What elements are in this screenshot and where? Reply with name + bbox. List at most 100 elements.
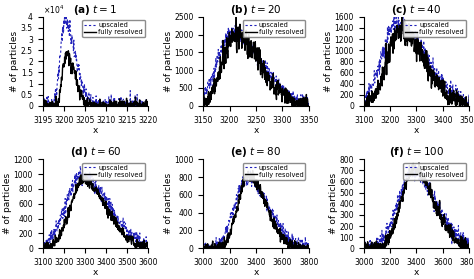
upscaled [306, 101, 311, 105]
upscaled [277, 82, 283, 85]
fully resolved [146, 104, 151, 107]
Y-axis label: # of particles: # of particles [10, 31, 19, 92]
fully resolved [395, 28, 401, 31]
fully resolved [416, 161, 422, 165]
upscaled [74, 175, 80, 178]
upscaled [403, 24, 409, 27]
fully resolved [361, 104, 366, 107]
Legend: upscaled, fully resolved: upscaled, fully resolved [82, 20, 145, 37]
Text: $\times10^4$: $\times10^4$ [43, 3, 64, 16]
fully resolved [277, 91, 283, 94]
upscaled [213, 56, 219, 59]
fully resolved [438, 87, 443, 90]
fully resolved [235, 25, 241, 29]
fully resolved [117, 97, 122, 100]
fully resolved [428, 182, 433, 185]
upscaled [41, 104, 46, 107]
upscaled [77, 164, 83, 168]
fully resolved [306, 104, 311, 107]
fully resolved [146, 245, 151, 248]
upscaled [428, 193, 433, 197]
X-axis label: x: x [253, 268, 259, 277]
upscaled [395, 18, 401, 21]
upscaled [213, 236, 219, 239]
upscaled [242, 177, 248, 180]
Line: fully resolved: fully resolved [203, 170, 309, 248]
upscaled [107, 104, 112, 107]
fully resolved [74, 185, 80, 188]
fully resolved [466, 96, 472, 99]
fully resolved [277, 83, 283, 86]
upscaled [82, 91, 88, 95]
fully resolved [107, 103, 112, 106]
fully resolved [250, 169, 255, 172]
Y-axis label: # of particles: # of particles [164, 31, 173, 92]
fully resolved [428, 64, 433, 68]
upscaled [361, 244, 366, 247]
upscaled [146, 103, 151, 107]
upscaled [278, 229, 283, 233]
fully resolved [53, 234, 58, 237]
Title: $\mathbf{(f)}$ $t=100$: $\mathbf{(f)}$ $t=100$ [389, 145, 444, 159]
Legend: upscaled, fully resolved: upscaled, fully resolved [243, 163, 305, 180]
fully resolved [438, 218, 444, 221]
fully resolved [82, 179, 88, 182]
upscaled [361, 247, 367, 250]
upscaled [75, 66, 81, 70]
upscaled [438, 210, 444, 213]
X-axis label: x: x [253, 126, 259, 135]
upscaled [201, 247, 206, 250]
upscaled [82, 174, 88, 178]
fully resolved [402, 186, 408, 189]
fully resolved [74, 78, 80, 82]
fully resolved [78, 173, 84, 177]
fully resolved [466, 241, 472, 245]
Title: $\mathbf{(a)}$ $t=1$: $\mathbf{(a)}$ $t=1$ [73, 3, 118, 17]
fully resolved [201, 247, 207, 250]
upscaled [235, 197, 241, 200]
upscaled [235, 37, 241, 40]
upscaled [395, 194, 401, 198]
upscaled [466, 235, 472, 239]
upscaled [247, 168, 253, 172]
upscaled [201, 246, 206, 249]
fully resolved [306, 247, 311, 250]
fully resolved [65, 49, 71, 52]
fully resolved [213, 83, 219, 87]
Line: upscaled: upscaled [203, 26, 309, 106]
Legend: upscaled, fully resolved: upscaled, fully resolved [82, 163, 145, 180]
Y-axis label: # of particles: # of particles [3, 173, 12, 234]
Line: upscaled: upscaled [43, 9, 148, 106]
fully resolved [201, 104, 206, 107]
Legend: upscaled, fully resolved: upscaled, fully resolved [243, 20, 305, 37]
Line: fully resolved: fully resolved [43, 51, 148, 106]
upscaled [117, 226, 122, 229]
fully resolved [213, 247, 219, 250]
fully resolved [278, 240, 283, 244]
upscaled [403, 184, 409, 187]
fully resolved [374, 239, 379, 243]
Title: $\mathbf{(c)}$ $t=40$: $\mathbf{(c)}$ $t=40$ [392, 3, 442, 17]
upscaled [277, 223, 283, 227]
fully resolved [117, 229, 122, 232]
upscaled [117, 104, 122, 107]
Line: fully resolved: fully resolved [364, 163, 469, 248]
upscaled [428, 65, 433, 69]
upscaled [53, 228, 58, 231]
upscaled [107, 197, 112, 200]
upscaled [461, 104, 466, 107]
upscaled [242, 38, 248, 42]
upscaled [117, 100, 123, 104]
upscaled [41, 247, 46, 250]
fully resolved [403, 22, 409, 25]
fully resolved [235, 209, 241, 212]
upscaled [466, 104, 472, 107]
upscaled [361, 95, 366, 98]
Legend: upscaled, fully resolved: upscaled, fully resolved [403, 163, 466, 180]
Title: $\mathbf{(d)}$ $t=60$: $\mathbf{(d)}$ $t=60$ [70, 145, 121, 159]
fully resolved [438, 213, 443, 217]
fully resolved [40, 104, 46, 107]
Y-axis label: # of particles: # of particles [329, 173, 338, 234]
upscaled [146, 243, 151, 246]
upscaled [438, 81, 443, 85]
